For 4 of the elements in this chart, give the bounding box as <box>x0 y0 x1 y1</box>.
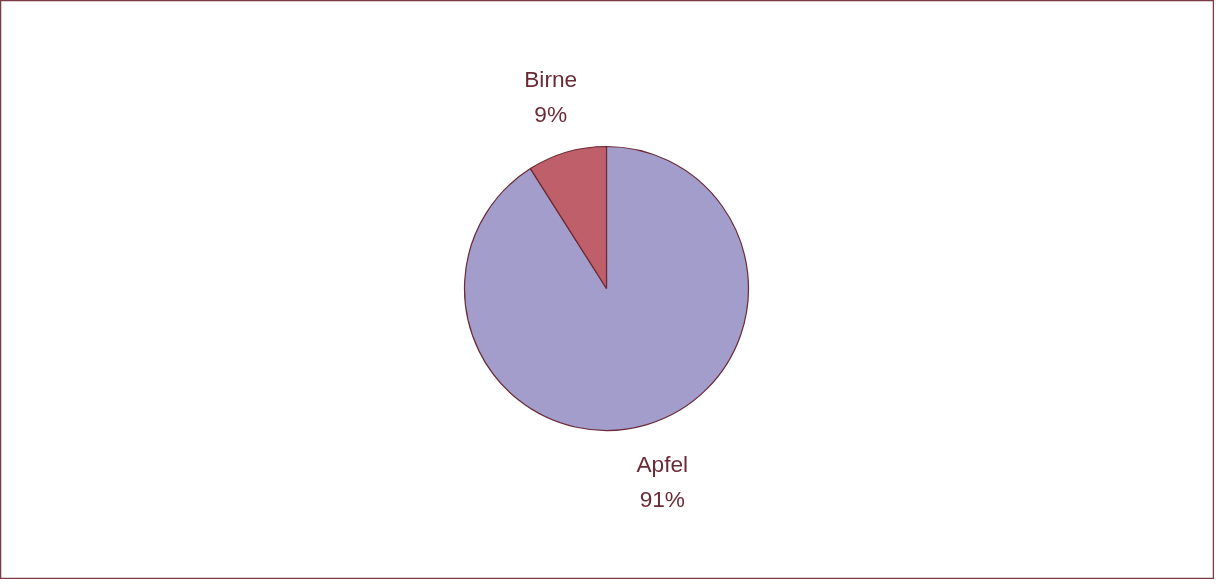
slice-label: Apfel <box>636 450 689 477</box>
data-label: 9% <box>534 101 568 128</box>
data-label: 91% <box>639 485 685 512</box>
slice-label: Birne <box>524 66 578 93</box>
